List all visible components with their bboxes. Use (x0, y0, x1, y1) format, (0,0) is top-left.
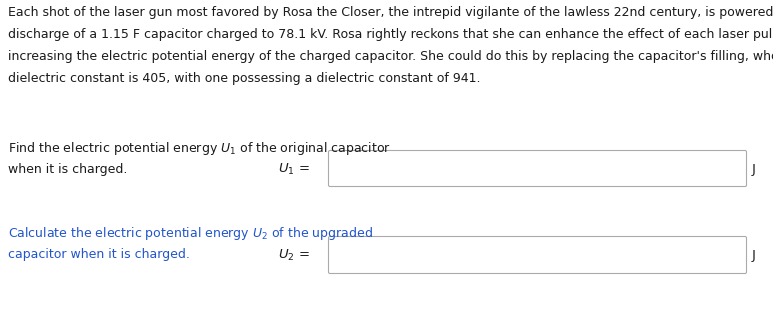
Text: capacitor when it is charged.: capacitor when it is charged. (8, 248, 190, 261)
Text: Calculate the electric potential energy $U_2$ of the upgraded: Calculate the electric potential energy … (8, 225, 373, 242)
Text: increasing the electric potential energy of the charged capacitor. She could do : increasing the electric potential energy… (8, 50, 773, 63)
Text: J: J (752, 249, 756, 261)
FancyBboxPatch shape (329, 151, 747, 186)
Text: dielectric constant is 405, with one possessing a dielectric constant of 941.: dielectric constant is 405, with one pos… (8, 72, 481, 85)
Text: Each shot of the laser gun most favored by Rosa the Closer, the intrepid vigilan: Each shot of the laser gun most favored … (8, 6, 773, 19)
Text: discharge of a 1.15 F capacitor charged to 78.1 kV. Rosa rightly reckons that sh: discharge of a 1.15 F capacitor charged … (8, 28, 773, 41)
Text: when it is charged.: when it is charged. (8, 163, 128, 176)
Text: J: J (752, 163, 756, 175)
FancyBboxPatch shape (329, 237, 747, 273)
Text: $U_1$ =: $U_1$ = (278, 162, 310, 176)
Text: Find the electric potential energy $U_1$ of the original capacitor: Find the electric potential energy $U_1$… (8, 140, 391, 157)
Text: $U_2$ =: $U_2$ = (278, 248, 310, 262)
